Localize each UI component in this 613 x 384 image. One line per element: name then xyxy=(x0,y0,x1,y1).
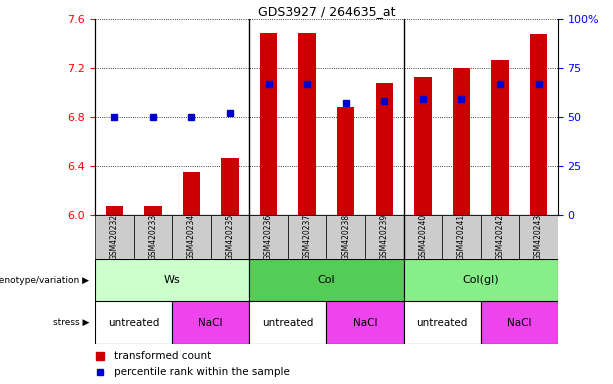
Bar xyxy=(299,33,316,215)
Bar xyxy=(95,301,172,344)
Bar xyxy=(442,215,481,259)
Text: GSM420240: GSM420240 xyxy=(418,214,427,260)
Text: GSM420232: GSM420232 xyxy=(110,214,119,260)
Text: Col: Col xyxy=(318,275,335,285)
Text: NaCl: NaCl xyxy=(352,318,377,328)
Text: GSM420238: GSM420238 xyxy=(341,214,350,260)
Bar xyxy=(249,259,403,301)
Text: GSM420235: GSM420235 xyxy=(226,214,235,260)
Text: untreated: untreated xyxy=(108,318,159,328)
Bar xyxy=(260,33,277,215)
Bar xyxy=(327,215,365,259)
Bar xyxy=(95,259,249,301)
Bar xyxy=(403,259,558,301)
Text: GSM420239: GSM420239 xyxy=(380,214,389,260)
Bar xyxy=(183,172,200,215)
Bar xyxy=(481,215,519,259)
Text: genotype/variation ▶: genotype/variation ▶ xyxy=(0,276,89,285)
Bar xyxy=(530,34,547,215)
Text: transformed count: transformed count xyxy=(113,351,211,361)
Bar xyxy=(414,77,432,215)
Bar xyxy=(211,215,249,259)
Bar xyxy=(221,157,238,215)
Bar xyxy=(327,301,403,344)
Bar xyxy=(403,301,481,344)
Bar xyxy=(249,215,288,259)
Text: Ws: Ws xyxy=(164,275,180,285)
Text: GSM420237: GSM420237 xyxy=(303,214,311,260)
Text: GSM420233: GSM420233 xyxy=(148,214,158,260)
Bar xyxy=(491,60,509,215)
Text: percentile rank within the sample: percentile rank within the sample xyxy=(113,367,289,377)
Bar xyxy=(105,207,123,215)
Text: GSM420234: GSM420234 xyxy=(187,214,196,260)
Text: stress ▶: stress ▶ xyxy=(53,318,89,327)
Text: untreated: untreated xyxy=(262,318,313,328)
Text: NaCl: NaCl xyxy=(199,318,223,328)
Text: GSM420243: GSM420243 xyxy=(534,214,543,260)
Bar xyxy=(365,215,403,259)
Bar xyxy=(288,215,327,259)
Bar xyxy=(144,207,162,215)
Text: GSM420236: GSM420236 xyxy=(264,214,273,260)
Bar xyxy=(134,215,172,259)
Bar xyxy=(481,301,558,344)
Bar xyxy=(403,215,442,259)
Bar xyxy=(376,83,393,215)
Bar xyxy=(337,108,354,215)
Text: NaCl: NaCl xyxy=(507,318,531,328)
Bar xyxy=(95,215,134,259)
Text: GSM420242: GSM420242 xyxy=(495,214,504,260)
Title: GDS3927 / 264635_at: GDS3927 / 264635_at xyxy=(257,5,395,18)
Text: Col(gl): Col(gl) xyxy=(462,275,499,285)
Text: untreated: untreated xyxy=(416,318,468,328)
Bar xyxy=(519,215,558,259)
Bar xyxy=(172,215,211,259)
Bar xyxy=(453,68,470,215)
Text: GSM420241: GSM420241 xyxy=(457,214,466,260)
Bar xyxy=(172,301,249,344)
Bar xyxy=(249,301,327,344)
